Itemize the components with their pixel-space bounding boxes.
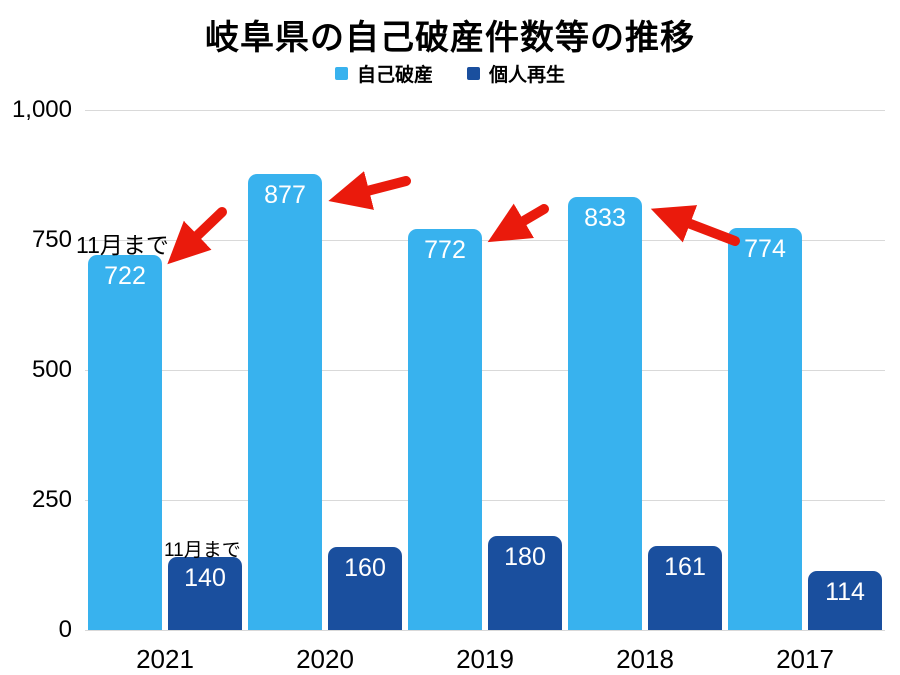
bar: 160	[328, 546, 402, 630]
annotation-note: 11月まで	[164, 540, 241, 561]
bar: 180	[488, 536, 562, 630]
legend-label: 自己破産	[356, 65, 433, 86]
y-axis-label: 500	[31, 356, 72, 383]
bar-value-label: 722	[104, 261, 146, 290]
x-axis-label: 2020	[296, 644, 354, 674]
legend: 自己破産 個人再生	[0, 60, 900, 87]
y-axis-label: 750	[31, 226, 72, 253]
legend-item: 個人再生	[467, 60, 565, 87]
y-axis-label: 1,000	[11, 96, 72, 123]
x-axis-label: 2021	[136, 644, 194, 674]
bar-value-label: 774	[744, 234, 786, 263]
bar: 114	[808, 570, 882, 630]
gridline	[85, 110, 885, 111]
gridline	[85, 500, 885, 501]
bar: 877	[248, 173, 322, 630]
bar-value-label: 772	[424, 235, 466, 264]
chart-title: 岐阜県の自己破産件数等の推移	[205, 19, 695, 57]
y-axis-label: 0	[58, 616, 72, 643]
bar-value-label: 833	[584, 203, 626, 232]
x-axis-label: 2019	[456, 644, 514, 674]
bar: 140	[168, 557, 242, 630]
bar-value-label: 180	[504, 543, 546, 572]
bar: 833	[568, 196, 642, 630]
bar: 772	[408, 228, 482, 630]
x-axis-label: 2018	[616, 644, 674, 674]
x-axis-label: 2017	[776, 644, 834, 674]
bar-value-label: 161	[664, 553, 706, 582]
gridline	[85, 630, 885, 631]
gridline	[85, 240, 885, 241]
bar-value-label: 877	[264, 180, 306, 209]
bar-value-label: 160	[344, 553, 386, 582]
bar: 722	[88, 254, 162, 630]
y-axis-label: 250	[31, 486, 72, 513]
legend-swatch-icon	[467, 67, 480, 80]
legend-swatch-icon	[334, 67, 348, 80]
legend-label: 個人再生	[489, 65, 566, 86]
bar-value-label: 114	[825, 577, 865, 606]
bar: 774	[728, 227, 802, 630]
legend-item: 自己破産	[334, 60, 433, 87]
gridline	[85, 370, 885, 371]
annotation-note: 11月まで	[76, 232, 169, 258]
bar-value-label: 140	[184, 564, 226, 593]
bar: 161	[648, 546, 722, 630]
